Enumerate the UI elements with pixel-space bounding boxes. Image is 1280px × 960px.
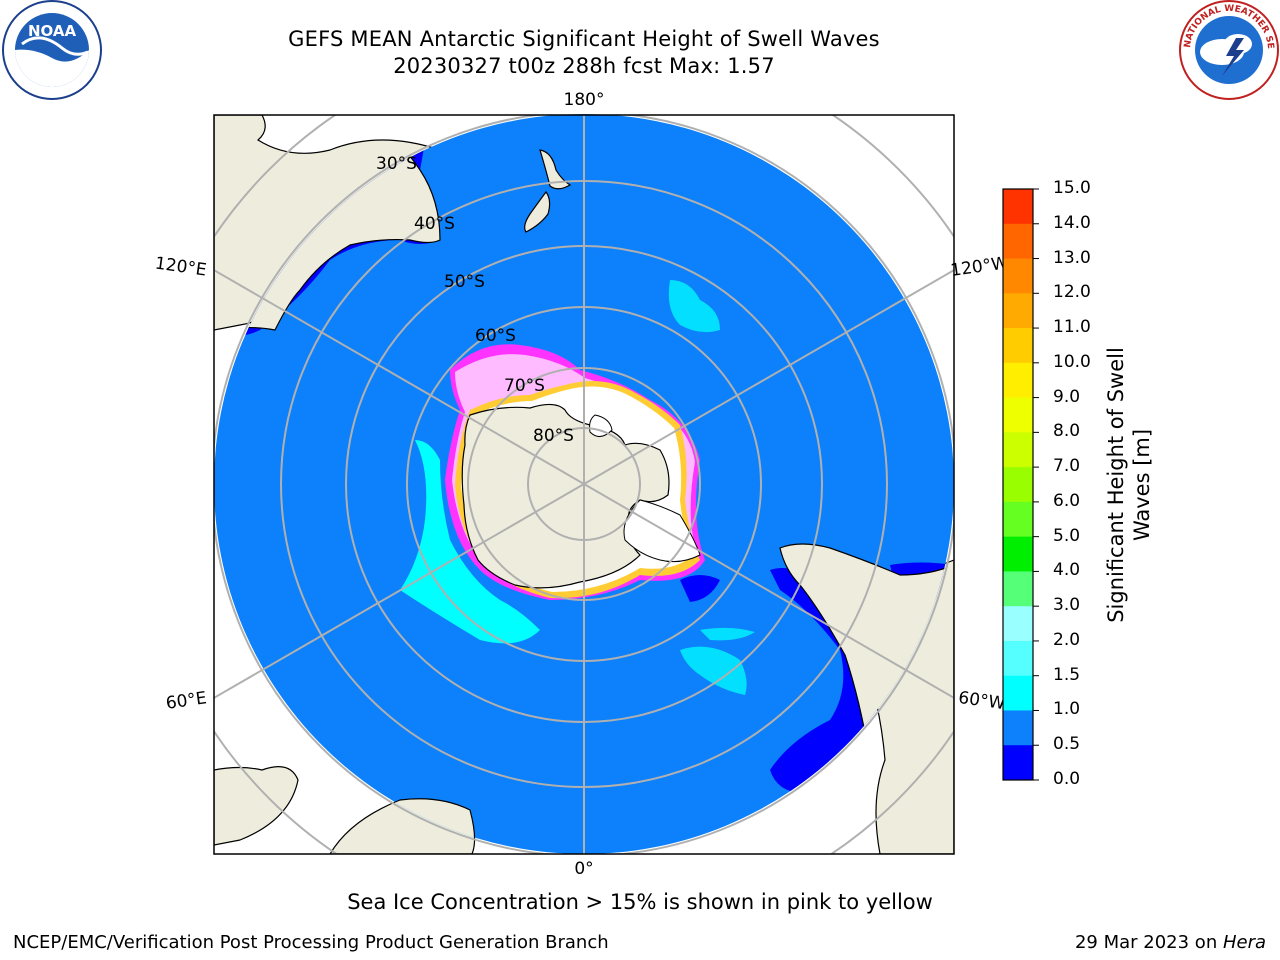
lat-label-70s: 70°S <box>504 376 545 396</box>
colorbar-tick-label: 0.5 <box>1053 734 1081 755</box>
colorbar-tick-label: 12.0 <box>1053 282 1091 303</box>
colorbar-tick-label: 0.0 <box>1053 769 1081 789</box>
colorbar-segment <box>1003 606 1033 642</box>
colorbar-segment <box>1003 501 1033 538</box>
new-zealand-north <box>539 149 572 190</box>
colorbar-tick-label: 11.0 <box>1053 317 1091 338</box>
lon-label-60w: 60°W <box>957 688 1006 714</box>
colorbar-label-line2: Waves [m] <box>1130 428 1154 542</box>
colorbar-tick-label: 9.0 <box>1053 386 1081 407</box>
colorbar-tick-label: 13.0 <box>1053 247 1091 268</box>
colorbar-segment <box>1003 223 1033 260</box>
madagascar-landmass <box>214 766 299 846</box>
colorbar-segment <box>1003 293 1033 329</box>
chart-title: GEFS MEAN Antarctic Significant Height o… <box>288 27 880 51</box>
lat-label-60s: 60°S <box>475 326 516 346</box>
svg-text:NATIONAL WEATHER SERVICE: NATIONAL WEATHER SERVICE <box>0 0 1275 49</box>
lon-label-120w: 120°W <box>949 253 1009 281</box>
colorbar-segment <box>1003 258 1033 294</box>
map-frame <box>213 114 955 855</box>
colorbar-frame <box>1002 188 1034 781</box>
lon-label-120e: 120°E <box>154 254 208 281</box>
colorbar-tick-label: 5.0 <box>1053 525 1081 546</box>
colorbar-segment <box>1003 397 1033 433</box>
colorbar-segment <box>1003 536 1033 572</box>
colorbar-segment <box>1003 328 1033 364</box>
noaa-logo-text: NOAA <box>28 22 77 40</box>
colorbar-segment <box>1003 362 1033 399</box>
colorbar-segment <box>1003 571 1033 607</box>
colorbar-tick-label: 1.0 <box>1053 699 1081 720</box>
colorbar-tick-label: 3.0 <box>1053 595 1081 616</box>
colorbar-tick-label: 7.0 <box>1053 456 1081 477</box>
lat-label-80s: 80°S <box>533 426 574 446</box>
lat-label-30s: 30°S <box>376 154 417 174</box>
map-panel: 180° 120°E 120°W 60°E 60°W 0° 30°S 40°S … <box>154 90 1010 879</box>
colorbar-segment <box>1003 467 1033 503</box>
chart-subtitle: 20230327 t00z 288h fcst Max: 1.57 <box>393 54 775 78</box>
footer-right: 29 Mar 2023 on Hera <box>1075 932 1266 953</box>
colorbar-tick-label: 2.0 <box>1053 629 1081 650</box>
colorbar-segment <box>1003 710 1033 746</box>
footer-host: Hera <box>1222 932 1266 953</box>
nws-logo: NATIONAL WEATHER SERVICE <box>0 0 1279 100</box>
footer-date: 29 Mar 2023 on <box>1074 932 1223 953</box>
colorbar-tick-label: 10.0 <box>1053 351 1091 372</box>
sea-ice-note: Sea Ice Concentration > 15% is shown in … <box>347 890 933 914</box>
colorbar-segment <box>1003 675 1033 711</box>
lat-label-40s: 40°S <box>414 214 455 234</box>
colorbar-tick-label: 14.0 <box>1053 212 1091 233</box>
lon-label-0: 0° <box>574 859 593 879</box>
colorbar-label: Significant Height of Swell Waves [m] <box>1103 347 1155 623</box>
colorbar-segment <box>1003 189 1033 225</box>
colorbar-tick-label: 1.5 <box>1053 664 1081 685</box>
lon-label-60e: 60°E <box>165 688 208 713</box>
colorbar <box>1002 188 1039 781</box>
lat-label-50s: 50°S <box>444 272 485 292</box>
colorbar-segment <box>1003 640 1033 677</box>
colorbar-tick-label: 8.0 <box>1053 421 1081 442</box>
colorbar-tick-label: 15.0 <box>1053 178 1091 198</box>
antarctica-landmass <box>461 403 670 589</box>
footer-left: NCEP/EMC/Verification Post Processing Pr… <box>13 932 609 953</box>
colorbar-tick-label: 4.0 <box>1053 560 1081 581</box>
noaa-logo: NOAA <box>2 0 102 100</box>
colorbar-segment <box>1003 745 1033 781</box>
colorbar-label-line1: Significant Height of Swell <box>1104 347 1128 623</box>
colorbar-segment <box>1003 432 1033 468</box>
colorbar-tick-label: 6.0 <box>1053 490 1081 511</box>
graticule <box>214 115 954 854</box>
lon-label-180: 180° <box>564 90 605 110</box>
new-zealand-south <box>524 190 551 233</box>
